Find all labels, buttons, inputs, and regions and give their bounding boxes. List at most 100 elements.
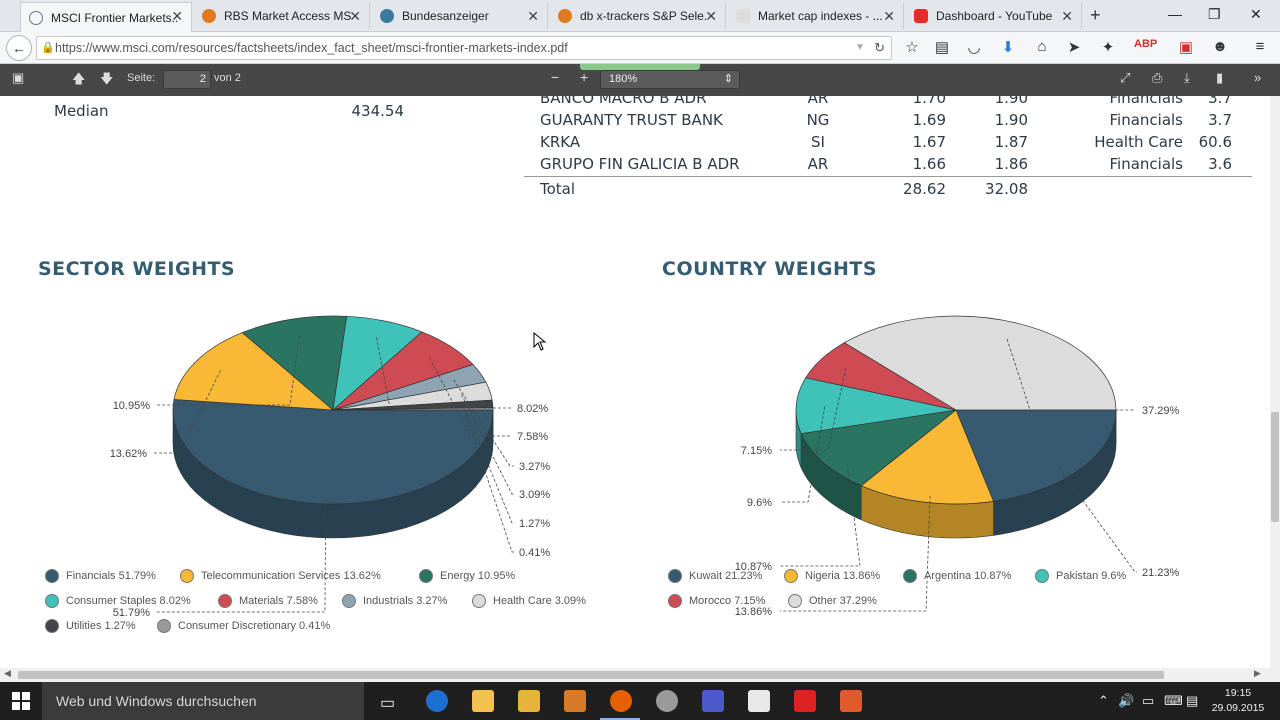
back-button[interactable]: ← (6, 35, 32, 61)
save-icon[interactable]: ⤓ (1184, 70, 1190, 85)
url-dropdown-icon[interactable]: ▼ (855, 42, 865, 53)
horizontal-scrollbar[interactable]: ◀ ▶ (0, 668, 1280, 682)
page-number-input[interactable]: 2 (163, 70, 211, 89)
holding-country: AR (807, 155, 829, 173)
tray-expand-icon[interactable]: ⌃ (1098, 693, 1109, 708)
holding-val: 3.7 (1208, 111, 1232, 129)
loading-indicator (580, 64, 700, 70)
zoom-out-icon[interactable]: − (551, 69, 560, 85)
country-leader-line (780, 495, 931, 612)
store-icon[interactable] (748, 690, 770, 712)
tab-rbs[interactable]: RBS Market Access MS... ✕ (194, 3, 370, 29)
windows-start-icon[interactable] (12, 692, 30, 710)
close-window-button[interactable]: ✕ (1250, 6, 1262, 22)
close-tab-icon[interactable]: ✕ (349, 8, 361, 24)
scrollbar-thumb[interactable] (18, 671, 1164, 679)
firefox-taskbar-icon[interactable] (610, 690, 632, 712)
tab-db-xtrackers[interactable]: db x-trackers S&P Sele... ✕ (550, 3, 726, 29)
file-explorer-icon[interactable] (472, 690, 494, 712)
url-bar[interactable]: 🔒 https://www.msci.com/resources/factshe… (36, 36, 892, 60)
country-legend-item: Kuwait 21.23% (668, 569, 762, 583)
close-tab-icon[interactable]: ✕ (171, 8, 183, 24)
sector-legend-swatch (342, 594, 356, 608)
extension-icon[interactable]: ✦ (1101, 39, 1115, 56)
country-legend-label: Argentina 10.87% (924, 570, 1012, 582)
more-tools-icon[interactable]: » (1254, 70, 1262, 85)
app-icon[interactable] (656, 690, 678, 712)
sector-legend-label: Health Care 3.09% (493, 595, 586, 607)
firefox-icon (202, 9, 216, 23)
holding-w1: 1.69 (912, 111, 946, 129)
keyboard-icon[interactable]: ⌨ (1164, 693, 1183, 708)
battery-icon[interactable]: ▭ (1142, 693, 1155, 708)
lock-icon: 🔒 (41, 42, 55, 54)
app-icon[interactable] (564, 690, 586, 712)
taskbar-clock[interactable]: 19:15 29.09.2015 (1208, 686, 1268, 716)
country-slice-argentina (800, 409, 958, 487)
country-legend-label: Kuwait 21.23% (689, 570, 763, 582)
reload-icon[interactable]: ↻ (874, 40, 885, 55)
menu-icon[interactable]: ≡ (1255, 38, 1265, 55)
volume-icon[interactable]: 🔊 (1118, 693, 1135, 708)
office-icon[interactable] (840, 690, 862, 712)
country-leader-line (780, 406, 826, 503)
scroll-left-icon[interactable]: ◀ (4, 668, 11, 678)
holding-val: 60.6 (1198, 133, 1232, 151)
zoom-select[interactable]: 180% ⇕ (600, 70, 740, 89)
vertical-scrollbar[interactable] (1270, 96, 1280, 668)
country-value-label: 37.29% (1142, 405, 1180, 417)
sector-legend-label: Financials 51.79% (66, 570, 156, 582)
maximize-button[interactable]: ❐ (1208, 6, 1221, 22)
sector-slice-telecommunication-services (173, 332, 335, 411)
tab-msci-frontier[interactable]: MSCI Frontier Markets... ✕ (20, 2, 192, 32)
zoom-in-icon[interactable]: + (580, 69, 589, 85)
previous-page-icon[interactable]: 🡅 (72, 71, 86, 86)
fullscreen-icon[interactable]: ⤢ (1120, 70, 1131, 85)
task-view-icon[interactable]: ▭ (380, 695, 396, 712)
holding-val: 3.6 (1208, 155, 1232, 173)
holding-name: BANCO MACRO B ADR (540, 96, 707, 107)
print-icon[interactable]: ⎙ (1152, 70, 1163, 85)
median-label: Median (54, 102, 109, 120)
pocket-icon[interactable]: ◡ (967, 39, 981, 56)
close-tab-icon[interactable]: ✕ (705, 8, 717, 24)
sector-value-label: 51.79% (113, 607, 151, 619)
bookmark-icon[interactable]: ▮ (1216, 70, 1224, 85)
edge-icon[interactable] (426, 690, 448, 712)
home-icon[interactable]: ⌂ (1037, 38, 1047, 55)
active-app-indicator (600, 718, 640, 720)
send-icon[interactable]: ➤ (1067, 39, 1081, 56)
close-tab-icon[interactable]: ✕ (883, 8, 895, 24)
minimize-button[interactable]: — (1168, 6, 1182, 22)
holding-w1: 1.67 (912, 133, 946, 151)
notification-icon[interactable]: ▤ (1186, 693, 1199, 708)
pdf-app-icon[interactable] (794, 690, 816, 712)
folder-icon[interactable] (518, 690, 540, 712)
adblock-icon[interactable]: ABP (1134, 38, 1158, 50)
new-tab-button[interactable]: + (1090, 5, 1101, 25)
country-legend-label: Nigeria 13.86% (805, 570, 881, 582)
close-tab-icon[interactable]: ✕ (1061, 8, 1073, 24)
tab-bundesanzeiger[interactable]: Bundesanzeiger ✕ (372, 3, 548, 29)
total-w2: 32.08 (985, 180, 1028, 198)
bookmark-star-icon[interactable]: ☆ (905, 39, 919, 56)
close-tab-icon[interactable]: ✕ (527, 8, 539, 24)
total-label: Total (540, 180, 576, 198)
tab-youtube[interactable]: Dashboard - YouTube ✕ (906, 3, 1082, 29)
sector-legend-item: Financials 51.79% (45, 569, 156, 583)
tab-market-cap[interactable]: Market cap indexes - ... ✕ (728, 3, 904, 29)
scroll-right-icon[interactable]: ▶ (1254, 668, 1261, 678)
next-page-icon[interactable]: 🡇 (100, 71, 114, 86)
country-legend-item: Morocco 7.15% (668, 594, 765, 608)
app-icon[interactable] (702, 690, 724, 712)
pdf-tool-icon[interactable]: ▣ (1178, 39, 1194, 56)
scrollbar-thumb[interactable] (1271, 412, 1279, 522)
windows-taskbar: Web und Windows durchsuchen ▭ ⌃ 🔊 ▭ ⌨ ▤ … (0, 682, 1280, 720)
chat-icon[interactable]: ☻ (1212, 38, 1228, 55)
reading-list-icon[interactable]: ▤ (934, 39, 950, 56)
sidebar-toggle-icon[interactable]: ▣ (12, 70, 25, 85)
taskbar-search[interactable]: Web und Windows durchsuchen (42, 682, 364, 720)
download-icon[interactable]: ⬇ (1001, 39, 1015, 56)
tab-label: RBS Market Access MS... (224, 9, 352, 23)
sector-legend-label: Consumer Discretionary 0.41% (178, 620, 331, 632)
